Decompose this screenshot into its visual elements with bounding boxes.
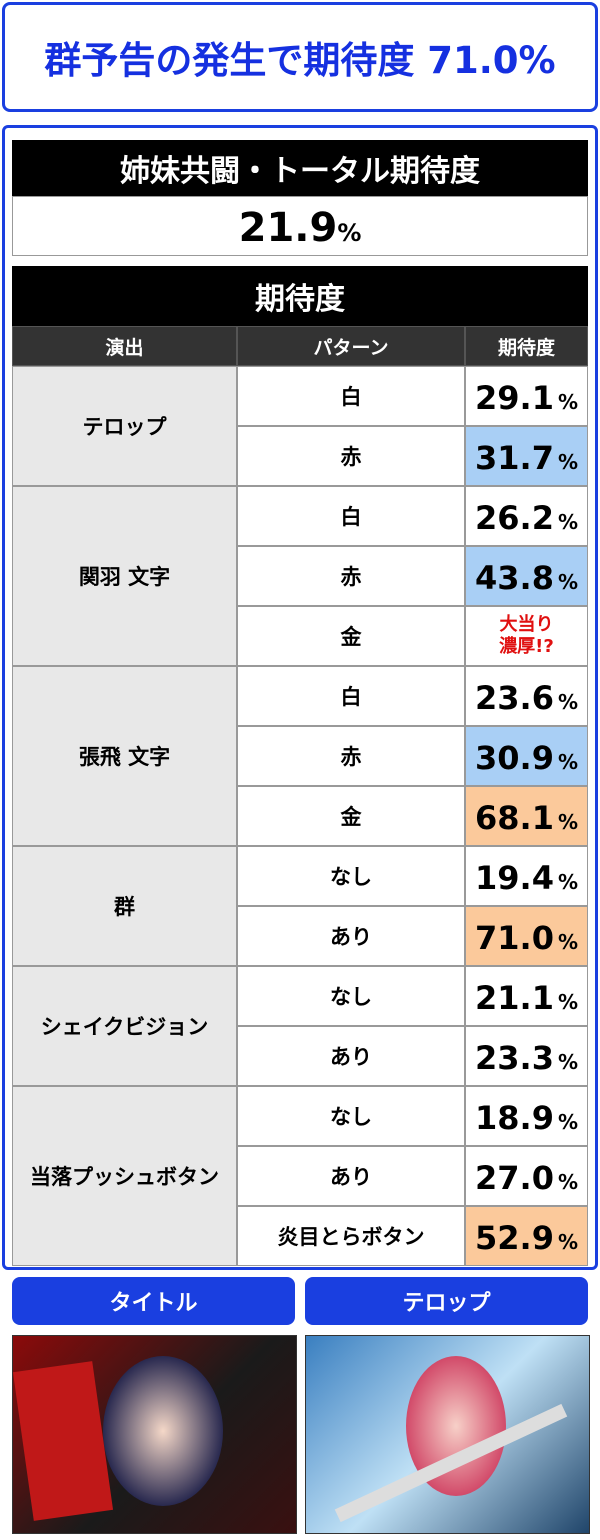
value-cell: 31.7%	[465, 426, 588, 486]
table-frame	[2, 125, 598, 1270]
screenshot-image	[305, 1335, 590, 1534]
note-line: 濃厚!?	[499, 636, 554, 657]
pattern-cell: 赤	[237, 426, 465, 486]
value-unit: %	[557, 930, 578, 954]
value-cell: 43.8%	[465, 546, 588, 606]
value-cell: 30.9%	[465, 726, 588, 786]
pattern-cell: あり	[237, 906, 465, 966]
value-unit: %	[557, 1050, 578, 1074]
pattern-cell: 金	[237, 786, 465, 846]
pattern-cell: 赤	[237, 726, 465, 786]
value-number: 29.1	[475, 379, 554, 417]
pattern-cell: 白	[237, 366, 465, 426]
value-number: 21.1	[475, 979, 554, 1017]
value-unit: %	[557, 450, 578, 474]
value-unit: %	[557, 690, 578, 714]
pattern-cell: なし	[237, 846, 465, 906]
pattern-cell: あり	[237, 1146, 465, 1206]
value-unit: %	[557, 570, 578, 594]
total-title: 姉妹共闘・トータル期待度	[12, 140, 588, 196]
value-number: 23.3	[475, 1039, 554, 1077]
value-cell: 18.9%	[465, 1086, 588, 1146]
value-number: 30.9	[475, 739, 554, 777]
group-label: テロップ	[12, 366, 237, 486]
value-unit: %	[557, 810, 578, 834]
group-label: 群	[12, 846, 237, 966]
value-number: 27.0	[475, 1159, 554, 1197]
value-number: 68.1	[475, 799, 554, 837]
group-label: 当落プッシュボタン	[12, 1086, 237, 1266]
pattern-cell: なし	[237, 966, 465, 1026]
value-number: 52.9	[475, 1219, 554, 1257]
value-cell: 23.6%	[465, 666, 588, 726]
value-cell: 71.0%	[465, 906, 588, 966]
screenshot-image	[12, 1335, 297, 1534]
pattern-cell: なし	[237, 1086, 465, 1146]
value-number: 43.8	[475, 559, 554, 597]
pattern-cell: 白	[237, 666, 465, 726]
value-unit: %	[557, 1230, 578, 1254]
value-cell: 68.1%	[465, 786, 588, 846]
total-unit: %	[337, 219, 362, 247]
pattern-cell: 白	[237, 486, 465, 546]
value-unit: %	[557, 990, 578, 1014]
value-number: 19.4	[475, 859, 554, 897]
value-unit: %	[557, 390, 578, 414]
table-title: 期待度	[12, 266, 588, 326]
tab-button[interactable]: タイトル	[12, 1277, 295, 1325]
pattern-cell: 炎目とらボタン	[237, 1206, 465, 1266]
total-value: 21.9%	[12, 196, 588, 256]
value-unit: %	[557, 750, 578, 774]
column-header: 演出	[12, 326, 237, 366]
note-line: 大当り	[499, 614, 554, 635]
group-label: 関羽 文字	[12, 486, 237, 666]
tab-button[interactable]: テロップ	[305, 1277, 588, 1325]
value-cell: 27.0%	[465, 1146, 588, 1206]
value-number: 23.6	[475, 679, 554, 717]
pattern-cell: あり	[237, 1026, 465, 1086]
value-unit: %	[557, 1170, 578, 1194]
pattern-cell: 赤	[237, 546, 465, 606]
value-number: 18.9	[475, 1099, 554, 1137]
total-number: 21.9	[238, 205, 338, 251]
value-unit: %	[557, 510, 578, 534]
value-number: 71.0	[475, 919, 554, 957]
value-cell: 19.4%	[465, 846, 588, 906]
column-header: 期待度	[465, 326, 588, 366]
value-cell: 21.1%	[465, 966, 588, 1026]
group-label: 張飛 文字	[12, 666, 237, 846]
value-cell: 大当り 濃厚!?	[465, 606, 588, 666]
value-number: 26.2	[475, 499, 554, 537]
value-number: 31.7	[475, 439, 554, 477]
value-unit: %	[557, 870, 578, 894]
header-title: 群予告の発生で期待度 71.0%	[2, 2, 598, 112]
value-cell: 23.3%	[465, 1026, 588, 1086]
value-cell: 29.1%	[465, 366, 588, 426]
value-unit: %	[557, 1110, 578, 1134]
value-cell: 52.9%	[465, 1206, 588, 1266]
column-header: パターン	[237, 326, 465, 366]
pattern-cell: 金	[237, 606, 465, 666]
group-label: シェイクビジョン	[12, 966, 237, 1086]
value-cell: 26.2%	[465, 486, 588, 546]
